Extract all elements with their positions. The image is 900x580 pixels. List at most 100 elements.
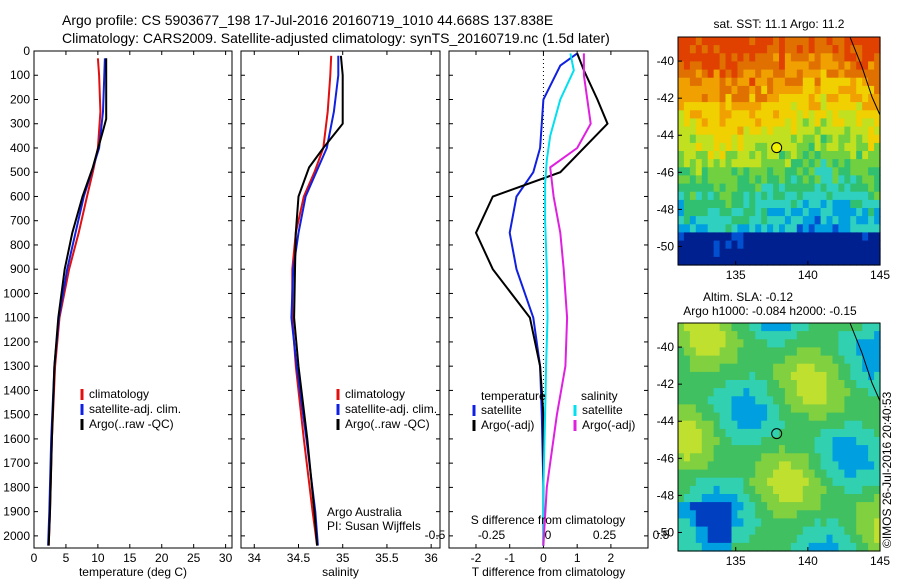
map-cell [773, 404, 780, 414]
map-cell [814, 85, 822, 95]
ytick-label: 1600 [3, 432, 30, 446]
map-cell [713, 534, 721, 544]
map-cell [761, 85, 768, 95]
map-cell [856, 542, 863, 552]
map-cell [796, 85, 804, 95]
map-cell [862, 404, 869, 414]
ytick-label: 400 [10, 141, 30, 155]
map-cell [683, 151, 691, 160]
map-cell [820, 355, 828, 365]
map-cell [689, 118, 697, 128]
map-cell [678, 534, 685, 544]
map-cell [779, 542, 786, 552]
map-cell [802, 183, 810, 193]
map-cell [862, 526, 869, 536]
map-cell [820, 420, 828, 430]
map-cell [713, 69, 721, 79]
map-cell [802, 331, 810, 340]
map-ytick-label: -46 [657, 451, 675, 465]
map-cell [689, 542, 697, 552]
map-cell [773, 380, 780, 389]
ytick-label: 600 [10, 189, 30, 203]
map-cell [689, 224, 697, 233]
map-cell [844, 45, 851, 54]
map-cell [678, 510, 685, 519]
map-cell [844, 347, 851, 357]
ytick-label: 1800 [3, 480, 30, 494]
map-cell [779, 339, 786, 348]
legend-entry: Argo(-adj) [481, 418, 534, 432]
map-cell [707, 175, 715, 185]
map-cell [844, 77, 851, 87]
map-cell [701, 134, 709, 144]
map-cell [796, 331, 804, 340]
map-cell [844, 232, 851, 242]
map-cell [707, 323, 715, 332]
map-cell [814, 542, 822, 552]
map-cell [731, 412, 738, 422]
map-cell [838, 134, 845, 144]
map-cell [874, 428, 881, 438]
map-cell [838, 77, 845, 87]
map-cell [755, 183, 762, 193]
map-cell [844, 355, 851, 365]
map-cell [719, 167, 727, 176]
map-cell [826, 183, 833, 193]
map-cell [832, 45, 839, 54]
map-cell [737, 380, 744, 389]
map-cell [856, 396, 863, 405]
map-cell [808, 445, 816, 454]
map-cell [761, 256, 768, 266]
map-cell [802, 388, 810, 397]
map-cell [743, 256, 750, 266]
map-cell [761, 224, 768, 233]
map-cell [814, 388, 822, 397]
map-cell [874, 69, 881, 79]
map-cell [678, 208, 685, 217]
map-cell [731, 331, 738, 340]
map-cell [796, 45, 804, 54]
map-cell [820, 77, 828, 87]
map-cell [701, 37, 709, 46]
map-cell [749, 461, 756, 471]
map-cell [689, 323, 697, 332]
map-cell [678, 485, 685, 495]
map-cell [725, 445, 732, 454]
map-cell [683, 485, 691, 495]
map-cell [767, 69, 774, 79]
map-cell [725, 183, 732, 193]
map-cell [844, 526, 851, 536]
map-cell [749, 256, 756, 266]
map-cell [695, 151, 703, 160]
ytick-label: 900 [10, 262, 30, 276]
map-cell [820, 518, 828, 528]
map-cell [755, 232, 762, 242]
map-cell [725, 542, 732, 552]
map-cell [862, 331, 869, 340]
map-cell [838, 37, 845, 46]
map-cell [743, 45, 750, 54]
map-cell [695, 412, 703, 422]
map-cell [761, 494, 768, 503]
map-cell [695, 110, 703, 119]
map-cell [844, 126, 851, 136]
map-cell [678, 363, 685, 373]
map-cell [701, 453, 709, 462]
map-cell [678, 69, 685, 79]
map-cell [790, 461, 798, 471]
map-cell [737, 339, 744, 348]
map-cell [761, 380, 768, 389]
map-cell [719, 126, 727, 136]
map-cell [802, 69, 810, 79]
map-cell [761, 199, 768, 209]
map-cell [767, 175, 774, 185]
map-cell [773, 494, 780, 503]
map-cell [749, 355, 756, 365]
map-cell [832, 37, 839, 46]
map-cell [689, 518, 697, 528]
imos-credit: ©IMOS 26-Jul-2016 20:40:53 [880, 391, 894, 548]
map-cell [749, 208, 756, 217]
map-cell [773, 216, 780, 225]
map-cell [784, 445, 792, 454]
map-cell [838, 428, 845, 438]
